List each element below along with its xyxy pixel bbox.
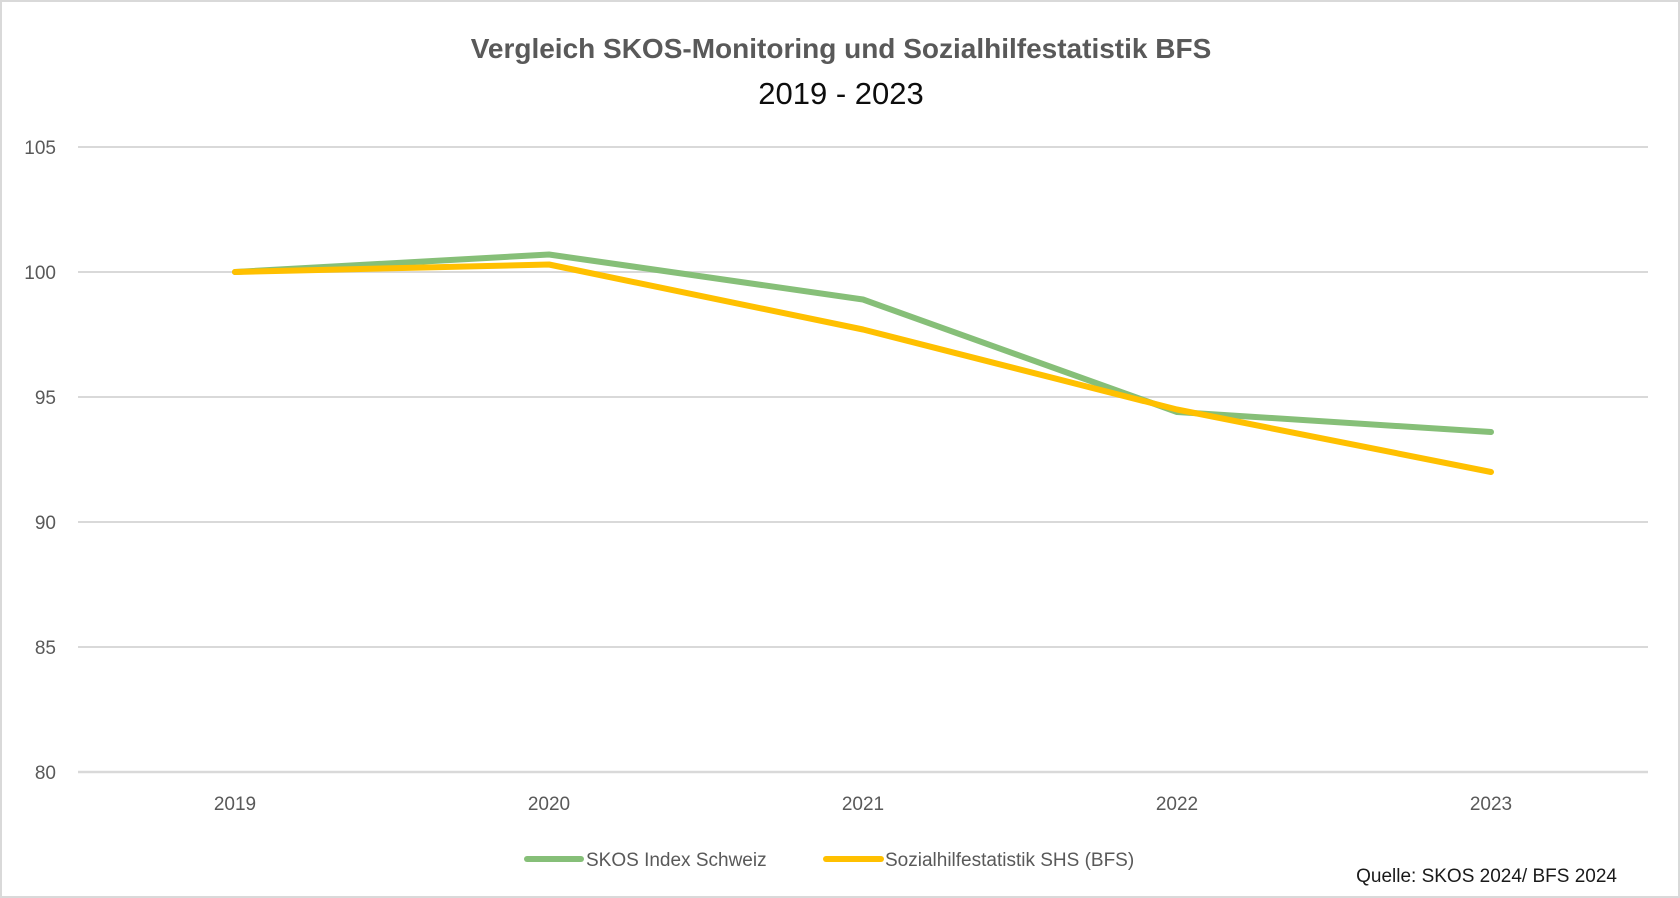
series-line-skos [232,251,1494,435]
legend-label-shs: Sozialhilfestatistik SHS (BFS) [885,850,1134,871]
chart-subtitle: 2019 - 2023 [758,76,923,111]
chart-title: Vergleich SKOS-Monitoring und Sozialhilf… [471,33,1212,64]
y-tick-label: 80 [35,763,56,784]
gridlines [78,146,1648,774]
x-axis-ticks: 2019 2020 2021 2022 2023 [214,794,1512,815]
y-tick-label: 100 [24,263,56,284]
legend: SKOS Index Schweiz Sozialhilfestatistik … [524,850,1134,871]
series-lines [232,251,1494,475]
x-tick-label: 2022 [1156,794,1198,815]
series-line-shs [232,261,1494,475]
x-tick-label: 2020 [528,794,570,815]
x-tick-label: 2021 [842,794,884,815]
x-tick-label: 2023 [1470,794,1512,815]
y-tick-label: 85 [35,638,56,659]
source-note: Quelle: SKOS 2024/ BFS 2024 [1356,866,1617,887]
legend-label-skos: SKOS Index Schweiz [586,850,767,871]
y-axis-ticks: 80 85 90 95 100 105 [24,138,56,784]
y-tick-label: 90 [35,513,56,534]
y-tick-label: 105 [24,138,56,159]
x-tick-label: 2019 [214,794,256,815]
y-tick-label: 95 [35,388,56,409]
